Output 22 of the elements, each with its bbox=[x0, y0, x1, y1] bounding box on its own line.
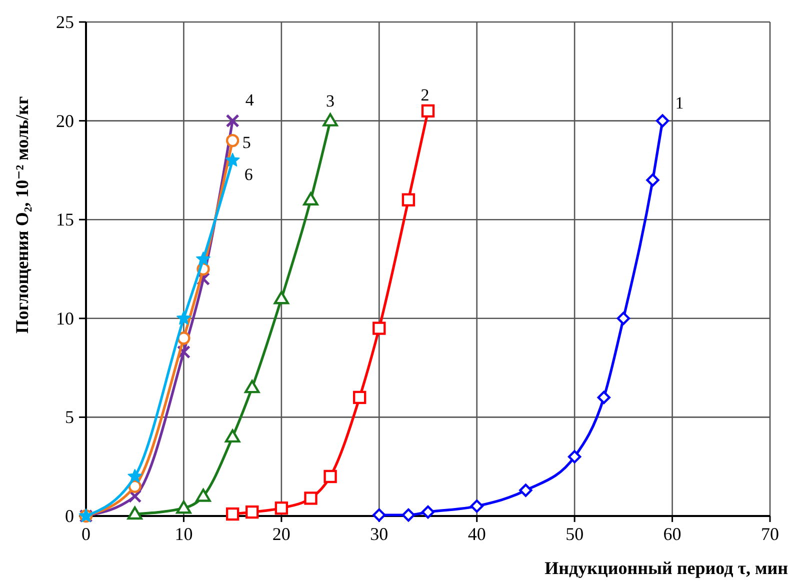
y-tick-label: 10 bbox=[56, 308, 74, 328]
series-label: 2 bbox=[420, 85, 430, 104]
x-tick-label: 50 bbox=[566, 524, 584, 544]
y-axis-title: Поглощения O₂, 10⁻² моль/кг bbox=[12, 96, 32, 334]
y-tick-label: 25 bbox=[56, 12, 74, 32]
series-label: 1 bbox=[675, 93, 684, 112]
x-tick-label: 30 bbox=[370, 524, 388, 544]
x-tick-label: 70 bbox=[761, 524, 779, 544]
y-tick-label: 20 bbox=[56, 110, 74, 131]
series-label: 5 bbox=[242, 133, 251, 152]
series-label: 3 bbox=[326, 91, 335, 110]
y-tick-label: 15 bbox=[56, 210, 74, 230]
series-label: 4 bbox=[245, 90, 254, 110]
x-axis-title: Индукционный период τ, мин bbox=[544, 558, 788, 578]
y-tick-label: 0 bbox=[65, 506, 74, 526]
x-tick-label: 40 bbox=[468, 524, 486, 544]
y-tick-label: 5 bbox=[65, 407, 74, 428]
x-tick-label: 10 bbox=[174, 524, 193, 544]
x-tick-label: 60 bbox=[663, 524, 682, 544]
series-label: 6 bbox=[244, 164, 253, 184]
x-tick-label: 20 bbox=[272, 524, 290, 544]
x-tick-label: 0 bbox=[82, 524, 90, 544]
